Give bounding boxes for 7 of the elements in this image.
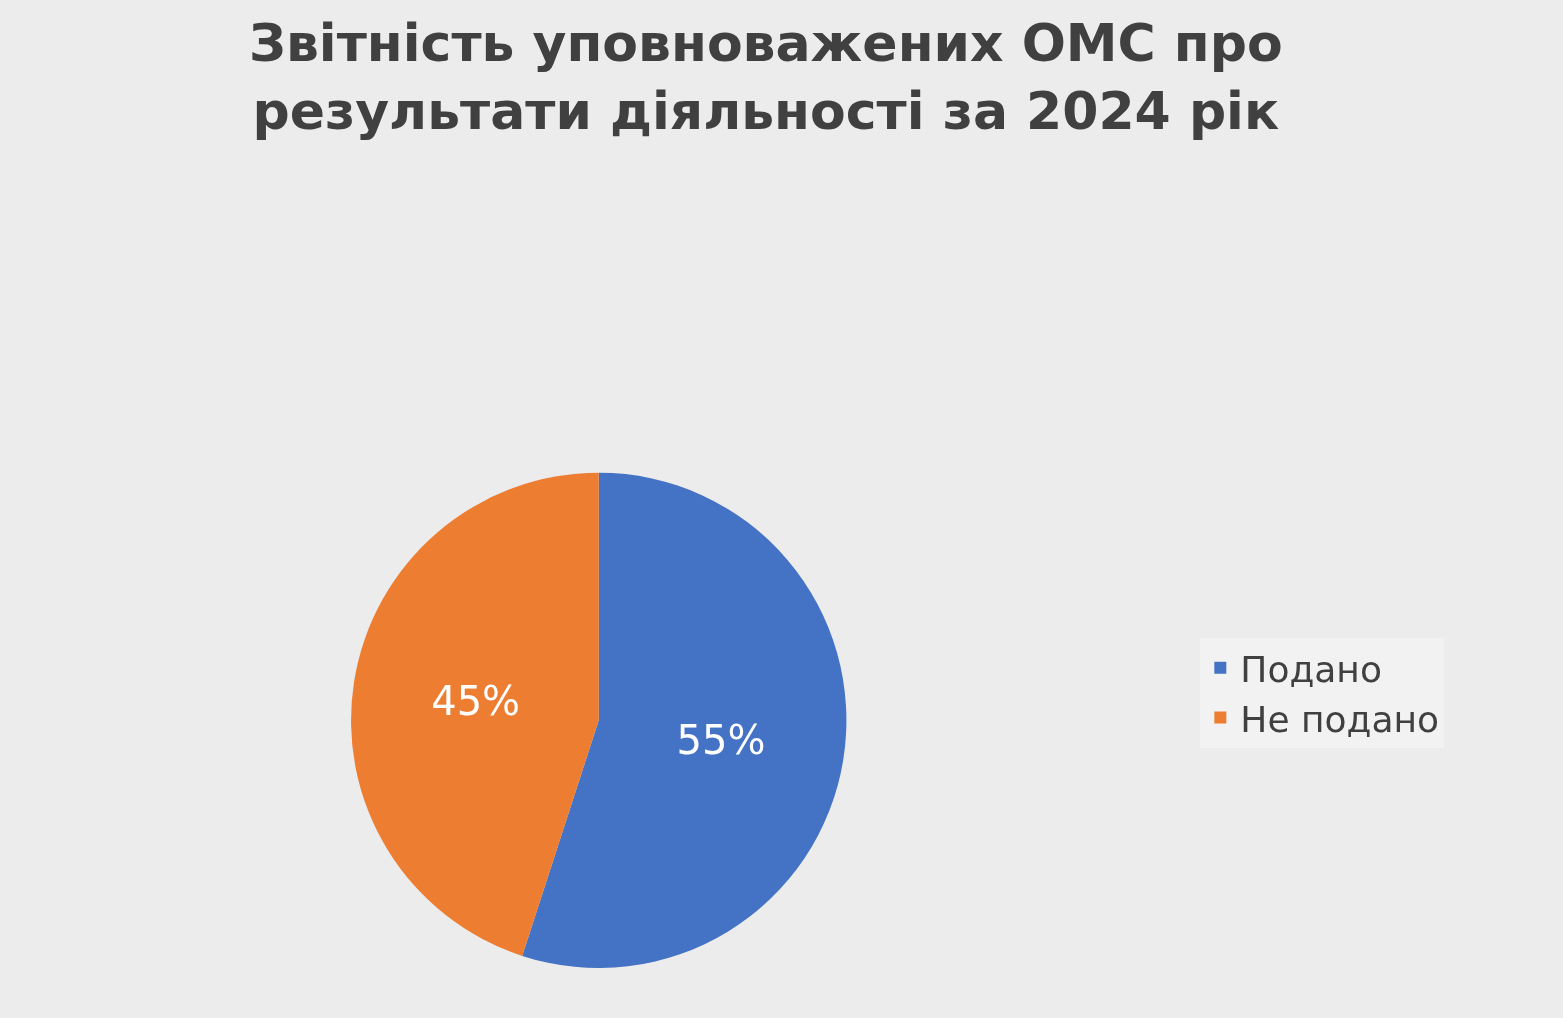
chart-title: Звітність уповноважених ОМС про результати діяльності за 2024 рік: [249, 13, 1283, 141]
data-label: 45%: [431, 677, 521, 724]
data-label: 55%: [676, 716, 766, 763]
legend-label: Подано: [1240, 648, 1382, 690]
legend-label: Не подано: [1240, 698, 1440, 740]
pie-slice: [351, 472, 599, 956]
pie-slice: [522, 472, 847, 968]
